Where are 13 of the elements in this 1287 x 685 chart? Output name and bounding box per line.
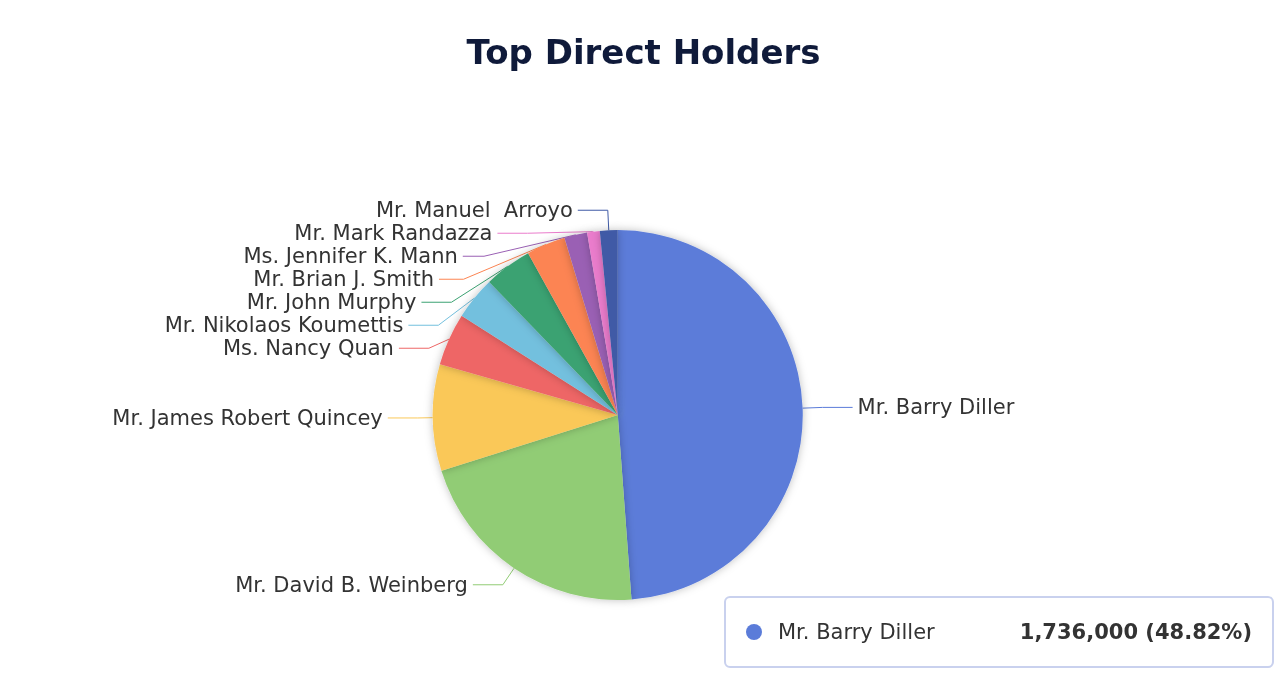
chart-title: Top Direct Holders (466, 32, 821, 72)
slice-label: Ms. Jennifer K. Mann (243, 244, 458, 269)
slice-label: Mr. James Robert Quincey (112, 405, 383, 430)
slice-label: Mr. Nikolaos Koumettis (164, 313, 404, 338)
text: 1,736,000 (48.82%) (1019, 620, 1252, 644)
slice-label: Mr. David B. Weinberg (235, 572, 468, 597)
slice-label: Mr. John Murphy (246, 290, 417, 315)
slice-label: Mr. Barry Diller (857, 395, 1015, 420)
slice-label: Mr. Brian J. Smith (253, 267, 434, 292)
slice-label: Mr. Manuel Arroyo (375, 198, 573, 223)
slice-label: Mr. Mark Randazza (294, 221, 493, 246)
legend-label: Mr. Barry Diller (778, 620, 936, 644)
slice-label: Ms. Nancy Quan (222, 336, 394, 361)
